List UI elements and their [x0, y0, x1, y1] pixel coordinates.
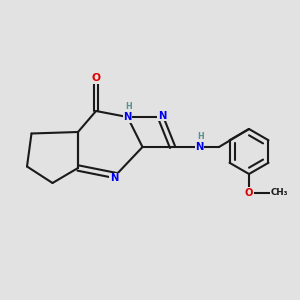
Text: O: O — [92, 73, 100, 83]
Text: N: N — [195, 142, 204, 152]
Text: N: N — [110, 173, 118, 184]
Text: N: N — [158, 110, 166, 121]
Text: H: H — [126, 102, 132, 111]
Text: CH₃: CH₃ — [271, 188, 288, 197]
Text: O: O — [245, 188, 253, 198]
Text: H: H — [198, 132, 204, 141]
Text: N: N — [123, 112, 132, 122]
